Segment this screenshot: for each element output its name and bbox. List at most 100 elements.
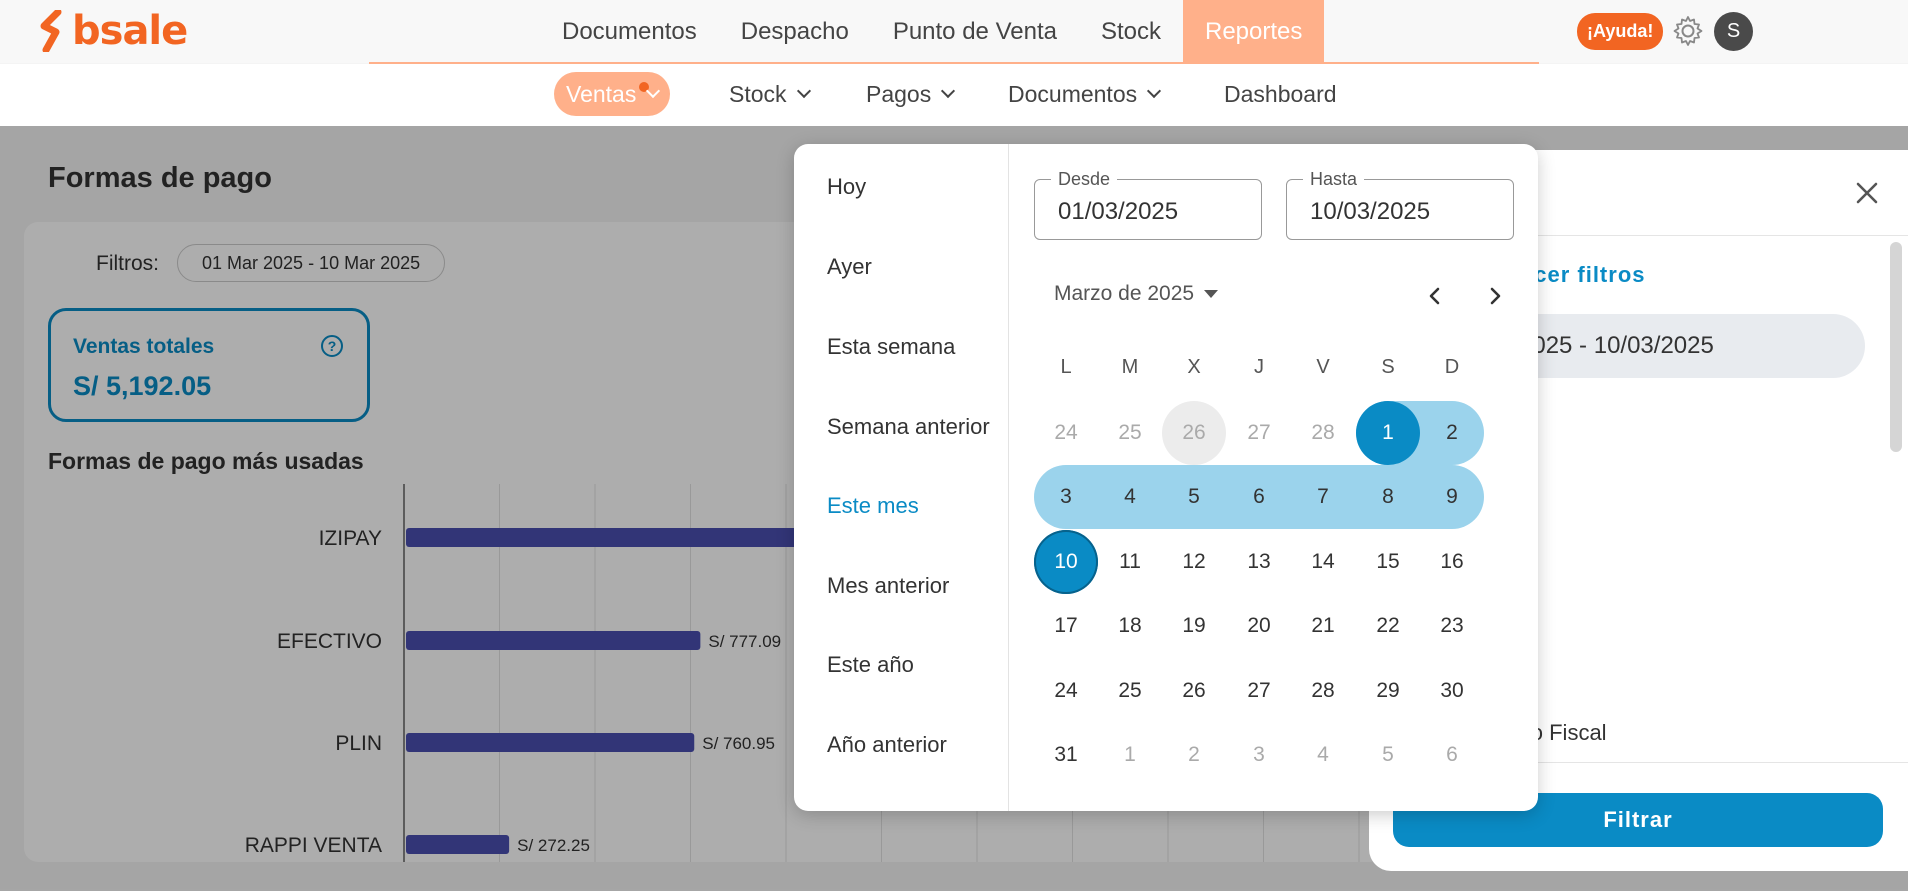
date-filter-chip[interactable]: 01 Mar 2025 - 10 Mar 2025 [177,244,446,282]
to-date-field[interactable]: Hasta 10/03/2025 [1286,169,1514,240]
subnav-stock-label: Stock [729,80,787,107]
help-button[interactable]: ¡Ayuda! [1577,13,1664,50]
calendar-day[interactable]: 26 [1182,679,1206,702]
calendar-day[interactable]: 16 [1440,550,1464,573]
chart-bar[interactable] [406,733,695,752]
calendar-day[interactable]: 26 [1162,401,1226,465]
calendar-day[interactable]: 20 [1247,614,1271,637]
from-date-field[interactable]: Desde 01/03/2025 [1034,169,1262,240]
to-date-value: 10/03/2025 [1310,198,1431,225]
main-nav-stock[interactable]: Stock [1100,17,1161,45]
calendar-day[interactable]: 1 [1124,743,1136,766]
calendar-day[interactable]: 10 [1034,530,1098,594]
month-selector[interactable]: Marzo de 2025 [1054,282,1219,306]
calendar-day[interactable]: 18 [1118,614,1142,637]
chevron-down-icon [1147,83,1162,99]
weekday-header: X [1187,356,1201,378]
calendar-day[interactable]: 7 [1317,485,1329,508]
restore-filters-link[interactable]: ecer filtros [1521,262,1646,287]
calendar-day[interactable]: 11 [1119,550,1141,573]
calendar-day[interactable]: 25 [1118,679,1142,702]
subnav-ventas-label: Ventas [566,80,637,107]
calendar-day[interactable]: 1 [1356,401,1420,465]
calendar-day[interactable]: 31 [1054,743,1078,766]
calendar-day[interactable]: 29 [1376,679,1400,702]
main-nav-documentos[interactable]: Documentos [562,17,697,45]
main-nav: Documentos Despacho Punto de Venta Stock Rep… [540,0,1325,63]
weekday-header: D [1444,356,1460,378]
calendar-day[interactable]: 4 [1124,485,1136,508]
chart-title: Formas de pago más usadas [48,448,364,474]
chevron-left-icon[interactable] [1423,284,1447,308]
calendar-day[interactable]: 24 [1054,421,1078,444]
user-avatar[interactable]: S [1714,12,1753,51]
preset-hoy[interactable]: Hoy [827,174,867,199]
chart-data-label: S/ 777.09 [708,632,781,651]
calendar-day[interactable]: 27 [1247,421,1271,444]
calendar-day[interactable]: 2 [1446,421,1458,444]
calendar-day[interactable]: 9 [1446,485,1458,508]
calendar-day[interactable]: 13 [1247,550,1271,573]
preset-año-anterior[interactable]: Año anterior [827,732,947,757]
bsale-logo-mark-icon [40,10,62,52]
preset-mes-anterior[interactable]: Mes anterior [827,573,950,598]
preset-este-mes[interactable]: Este mes [827,493,919,518]
main-nav-punto-de-venta[interactable]: Punto de Venta [892,17,1057,45]
calendar-day[interactable]: 2 [1188,743,1200,766]
preset-semana-anterior[interactable]: Semana anterior [827,414,990,439]
preset-ayer[interactable]: Ayer [827,254,872,279]
date-range-field[interactable]: 2025 - 10/03/2025 [1499,314,1865,378]
calendar-day[interactable]: 24 [1054,679,1078,702]
calendar-day[interactable]: 12 [1182,550,1206,573]
main-nav-reportes[interactable]: Reportes [1183,0,1325,63]
chevron-right-icon[interactable] [1483,284,1507,308]
chart-bar[interactable] [406,528,866,547]
date-picker: Hoy Ayer Esta semana Semana anterior Este me… [794,144,1538,811]
gear-icon[interactable] [1671,14,1705,48]
calendar-day[interactable]: 19 [1182,614,1206,637]
bsale-logo-text: bsale [72,8,188,54]
chart-category-label: PLIN [335,732,382,755]
preset-este-año[interactable]: Este año [827,652,914,677]
filters-label: Filtros: [96,252,159,275]
calendar-day[interactable]: 8 [1382,485,1394,508]
calendar-day[interactable]: 14 [1311,550,1335,573]
chevron-down-icon [941,83,956,99]
subnav-documentos[interactable]: Documentos [1008,72,1162,116]
calendar-day[interactable]: 28 [1311,679,1335,702]
calendar-day[interactable]: 28 [1311,421,1335,444]
panel-scrollbar[interactable] [1890,242,1902,452]
subnav-pagos[interactable]: Pagos [866,72,956,116]
calendar-day[interactable]: 4 [1317,743,1329,766]
main-nav-despacho[interactable]: Despacho [740,17,849,45]
calendar-day[interactable]: 21 [1311,614,1335,637]
chart-bar[interactable] [406,631,701,650]
calendar-day[interactable]: 30 [1440,679,1464,702]
calendar-day[interactable]: 17 [1054,614,1078,637]
calendar-day[interactable]: 5 [1188,485,1200,508]
calendar-day[interactable]: 3 [1060,485,1072,508]
chevron-down-icon [796,83,811,99]
calendar-day[interactable]: 6 [1253,485,1265,508]
caret-down-icon [1204,290,1219,298]
chart-bar[interactable] [406,835,510,854]
question-circle-icon[interactable]: ? [321,335,343,357]
calendar-day[interactable]: 27 [1247,679,1271,702]
calendar-day[interactable]: 15 [1376,550,1400,573]
subnav-stock[interactable]: Stock [729,72,811,116]
calendar-day[interactable]: 23 [1440,614,1464,637]
calendar-day[interactable]: 3 [1253,743,1265,766]
top-bar: bsale Documentos Despacho Punto de Venta St… [0,0,1908,63]
close-icon[interactable] [1852,178,1882,208]
bsale-logo[interactable]: bsale [38,8,188,54]
subnav-dashboard[interactable]: Dashboard [1224,72,1337,116]
calendar-day[interactable]: 6 [1446,743,1458,766]
weekday-header: L [1060,356,1072,378]
date-presets: Hoy Ayer Esta semana Semana anterior Este me… [794,144,1009,811]
calendar-day[interactable]: 22 [1376,614,1400,637]
preset-esta-semana[interactable]: Esta semana [827,334,956,359]
calendar-day[interactable]: 5 [1382,743,1394,766]
subnav-ventas[interactable]: Ventas [554,72,671,116]
calendar-day[interactable]: 25 [1118,421,1142,444]
month-label: Marzo de 2025 [1054,282,1195,305]
